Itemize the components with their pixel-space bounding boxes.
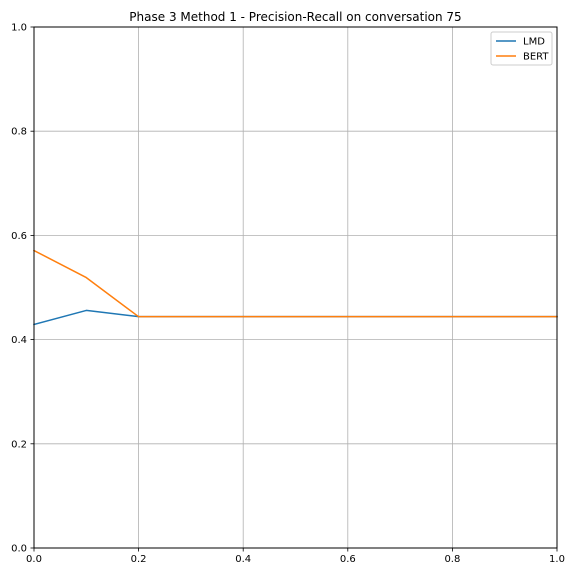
legend-label-lmd: LMD xyxy=(523,37,545,48)
y-tick-label: 0.2 xyxy=(11,439,27,450)
series-line-bert xyxy=(32,249,558,318)
y-tick-label: 0.4 xyxy=(11,335,27,346)
y-tick-label: 0.8 xyxy=(11,127,27,138)
x-axis: 0.0 0.2 0.4 0.6 0.8 1.0 xyxy=(26,548,565,565)
x-tick-label: 0.4 xyxy=(235,554,251,565)
x-tick-label: 1.0 xyxy=(549,554,565,565)
chart-title: Phase 3 Method 1 - Precision-Recall on c… xyxy=(129,10,461,24)
legend: LMD BERT xyxy=(490,31,553,66)
y-tick-label: 0.6 xyxy=(11,231,27,242)
plot-frame xyxy=(33,26,558,549)
x-tick-label: 0.6 xyxy=(340,554,356,565)
legend-label-bert: BERT xyxy=(523,52,549,63)
y-tick-label: 1.0 xyxy=(11,23,27,34)
x-tick-label: 0.0 xyxy=(26,554,42,565)
x-tick-label: 0.2 xyxy=(131,554,147,565)
x-tick-label: 0.8 xyxy=(444,554,460,565)
y-tick-label: 0.0 xyxy=(11,544,27,555)
plot-lines xyxy=(32,249,558,326)
y-axis: 0.0 0.2 0.4 0.6 0.8 1.0 xyxy=(11,23,34,555)
